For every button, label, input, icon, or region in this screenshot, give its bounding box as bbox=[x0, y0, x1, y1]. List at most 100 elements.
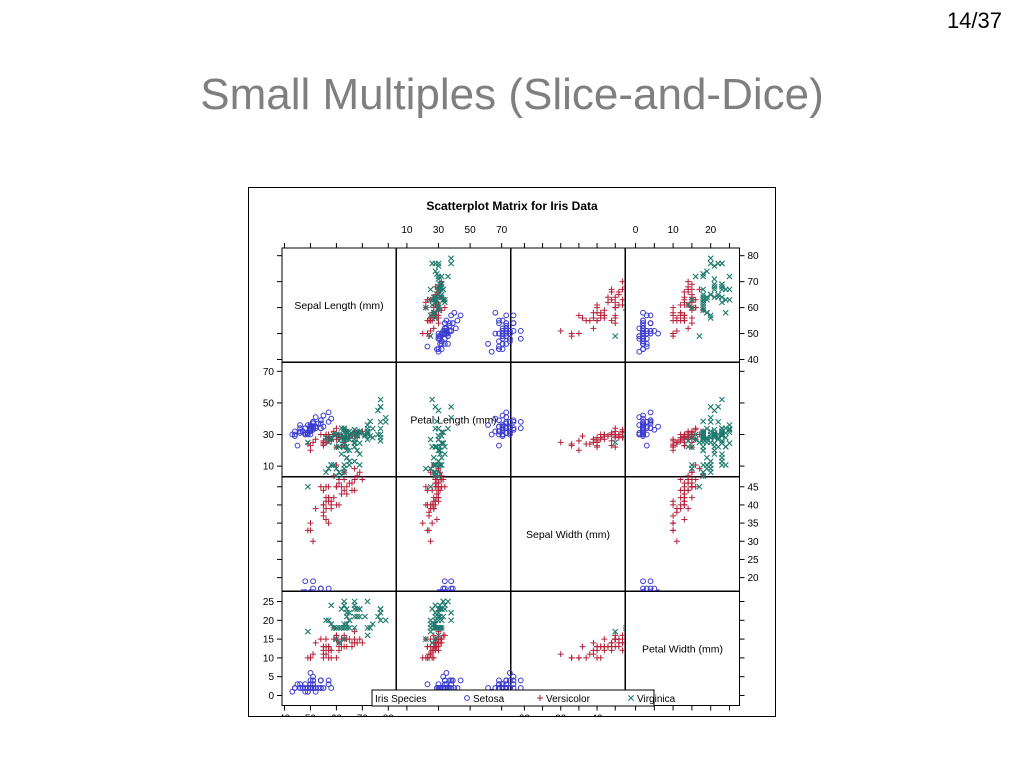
point-setosa bbox=[636, 333, 643, 340]
point-virginica bbox=[703, 309, 710, 316]
point-virginica bbox=[356, 451, 363, 458]
point-setosa bbox=[503, 322, 510, 329]
chart-title: Scatterplot Matrix for Iris Data bbox=[426, 199, 598, 213]
point-virginica bbox=[325, 617, 332, 624]
point-setosa bbox=[443, 330, 450, 337]
point-setosa bbox=[651, 328, 658, 334]
point-versicolor bbox=[430, 304, 437, 311]
point-virginica bbox=[441, 443, 448, 450]
point-virginica bbox=[726, 286, 733, 293]
point-setosa bbox=[517, 328, 524, 334]
point-virginica bbox=[435, 302, 442, 308]
point-versicolor bbox=[348, 487, 355, 494]
point-versicolor bbox=[557, 327, 564, 334]
point-versicolor bbox=[594, 317, 601, 324]
point-versicolor bbox=[688, 286, 695, 293]
point-virginica bbox=[346, 624, 353, 631]
point-virginica bbox=[718, 396, 725, 403]
point-versicolor bbox=[688, 320, 695, 327]
point-virginica bbox=[354, 613, 361, 620]
legend-marker-virginica bbox=[628, 695, 634, 701]
point-versicolor bbox=[597, 434, 604, 441]
point-versicolor bbox=[673, 509, 680, 516]
point-setosa bbox=[307, 677, 314, 684]
point-versicolor bbox=[312, 639, 319, 646]
point-virginica bbox=[374, 407, 381, 414]
point-setosa bbox=[457, 312, 464, 319]
top-tick-label: 10 bbox=[401, 225, 413, 236]
point-versicolor bbox=[438, 472, 445, 479]
legend-label-versicolor: Versicolor bbox=[546, 694, 591, 705]
point-virginica bbox=[333, 624, 340, 631]
point-setosa bbox=[441, 578, 448, 585]
left-tick-label: 0 bbox=[268, 691, 274, 702]
point-versicolor bbox=[681, 491, 688, 498]
point-versicolor bbox=[323, 505, 330, 512]
point-virginica bbox=[364, 429, 371, 436]
point-setosa bbox=[510, 677, 517, 684]
point-versicolor bbox=[601, 636, 608, 643]
point-virginica bbox=[696, 483, 703, 490]
point-versicolor bbox=[685, 472, 692, 479]
point-virginica bbox=[346, 609, 353, 616]
point-versicolor bbox=[359, 476, 366, 483]
point-versicolor bbox=[568, 330, 575, 337]
point-versicolor bbox=[608, 647, 615, 654]
point-versicolor bbox=[608, 296, 615, 303]
point-versicolor bbox=[594, 309, 601, 316]
point-setosa bbox=[496, 330, 502, 337]
point-virginica bbox=[338, 451, 345, 458]
point-setosa bbox=[454, 317, 461, 324]
point-setosa bbox=[304, 688, 311, 695]
point-versicolor bbox=[608, 289, 615, 296]
point-virginica bbox=[364, 598, 371, 605]
point-setosa bbox=[647, 578, 654, 585]
point-setosa bbox=[496, 431, 502, 438]
point-virginica bbox=[343, 454, 350, 461]
point-virginica bbox=[711, 283, 718, 290]
point-virginica bbox=[711, 263, 718, 270]
point-setosa bbox=[289, 688, 296, 695]
top-tick-label: 50 bbox=[465, 225, 477, 236]
point-virginica bbox=[354, 447, 361, 454]
point-versicolor bbox=[341, 487, 348, 494]
point-setosa bbox=[452, 325, 459, 332]
point-setosa bbox=[325, 418, 332, 425]
point-versicolor bbox=[338, 483, 345, 490]
point-versicolor bbox=[670, 442, 677, 449]
point-setosa bbox=[310, 578, 316, 585]
point-setosa bbox=[325, 677, 332, 684]
point-virginica bbox=[435, 461, 442, 468]
point-virginica bbox=[437, 451, 444, 458]
top-tick-label: 30 bbox=[433, 225, 445, 236]
point-virginica bbox=[304, 483, 311, 490]
point-virginica bbox=[341, 621, 348, 628]
point-setosa bbox=[517, 677, 524, 684]
point-virginica bbox=[688, 296, 695, 303]
point-setosa bbox=[443, 670, 450, 676]
point-virginica bbox=[351, 606, 358, 613]
point-versicolor bbox=[424, 330, 431, 337]
point-versicolor bbox=[590, 325, 597, 332]
point-versicolor bbox=[597, 654, 604, 661]
left-tick-label: 50 bbox=[263, 398, 275, 409]
point-setosa bbox=[485, 422, 491, 428]
point-setosa bbox=[291, 431, 298, 438]
point-versicolor bbox=[356, 469, 363, 476]
point-virginica bbox=[346, 617, 353, 624]
point-virginica bbox=[336, 469, 342, 476]
point-virginica bbox=[351, 613, 358, 620]
point-virginica bbox=[343, 609, 350, 616]
point-versicolor bbox=[312, 505, 319, 512]
point-setosa bbox=[643, 423, 650, 430]
point-versicolor bbox=[670, 312, 677, 319]
point-versicolor bbox=[343, 483, 350, 490]
point-virginica bbox=[338, 472, 345, 479]
point-versicolor bbox=[338, 643, 345, 650]
point-versicolor bbox=[432, 283, 439, 290]
point-versicolor bbox=[333, 654, 340, 661]
point-setosa bbox=[640, 420, 646, 427]
point-setosa bbox=[307, 670, 314, 676]
point-setosa bbox=[310, 673, 316, 680]
point-setosa bbox=[297, 428, 303, 435]
